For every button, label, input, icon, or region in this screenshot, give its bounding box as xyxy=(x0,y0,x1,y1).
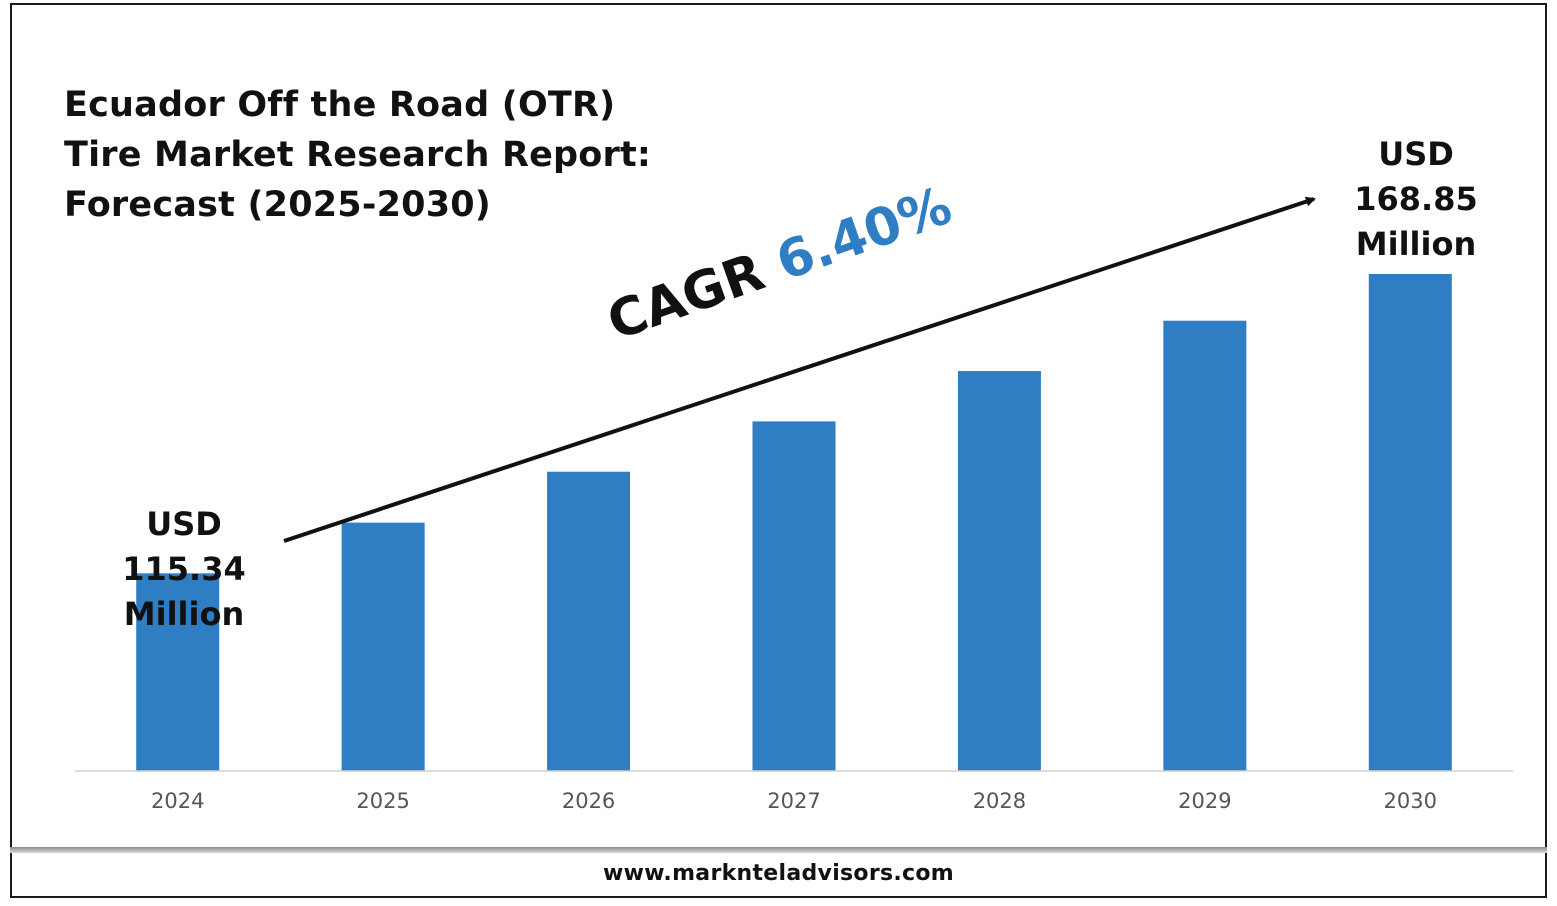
x-tick-label-2024: 2024 xyxy=(151,789,204,813)
bar-2028 xyxy=(957,371,1041,771)
x-tick-label-2027: 2027 xyxy=(767,789,820,813)
cagr-trend-arrow xyxy=(283,196,1316,543)
start-value-currency: USD xyxy=(146,505,222,543)
end-value-unit: Million xyxy=(1355,225,1477,263)
bar-2029 xyxy=(1163,320,1247,771)
start-value-label: USD 115.34 Million xyxy=(104,502,264,637)
chart-title: Ecuador Off the Road (OTR) Tire Market R… xyxy=(64,85,652,225)
start-value-number: 115.34 xyxy=(122,550,246,588)
start-value-unit: Million xyxy=(123,595,245,633)
x-tick-label-2029: 2029 xyxy=(1178,789,1231,813)
end-value-currency: USD xyxy=(1378,135,1454,173)
bar-2024 xyxy=(136,573,220,771)
end-value-label: USD 168.85 Million xyxy=(1336,132,1496,267)
bar-2030 xyxy=(1368,274,1452,771)
footer-website: www.marknteladvisors.com xyxy=(602,861,955,886)
x-tick-label-2025: 2025 xyxy=(356,789,409,813)
footer-divider xyxy=(10,847,1547,853)
bar-2027 xyxy=(752,421,836,771)
end-value-number: 168.85 xyxy=(1354,180,1478,218)
bar-2025 xyxy=(341,522,425,771)
bar-2026 xyxy=(547,471,631,771)
x-tick-label-2028: 2028 xyxy=(973,789,1026,813)
x-tick-label-2030: 2030 xyxy=(1384,789,1437,813)
x-tick-label-2026: 2026 xyxy=(562,789,615,813)
